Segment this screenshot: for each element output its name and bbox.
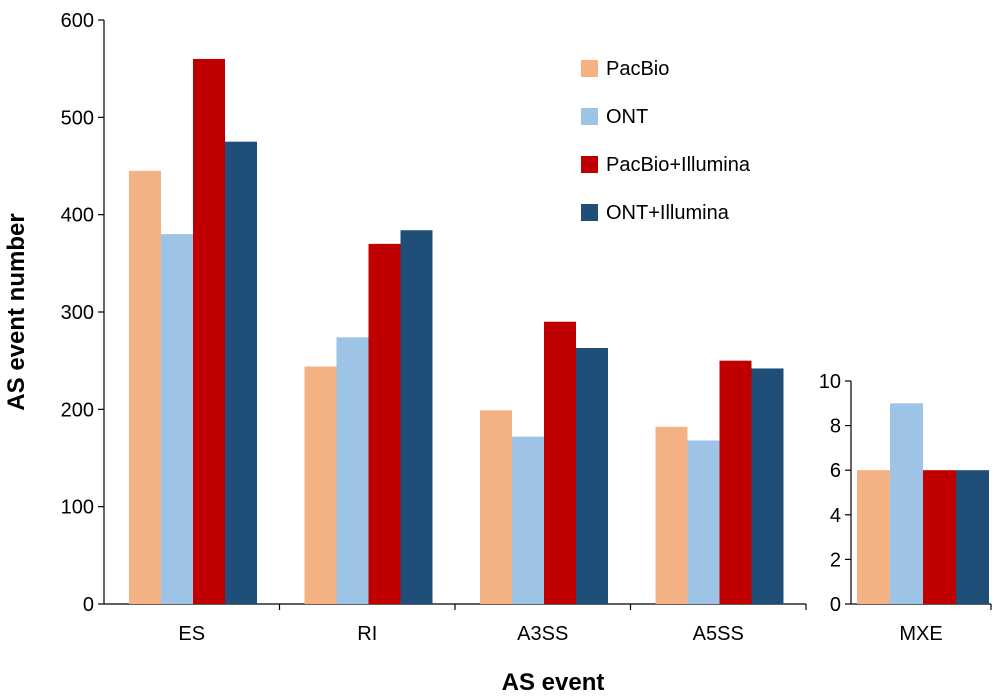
legend-swatch: [581, 108, 598, 125]
y-tick-label: 4: [830, 505, 841, 527]
y-tick-label: 10: [819, 371, 841, 393]
y-tick-label: 0: [83, 594, 94, 616]
y-tick-label: 0: [830, 594, 841, 616]
bars: [129, 58, 784, 605]
bars: [857, 403, 989, 604]
bar-es-pacbio: [129, 170, 161, 604]
bar-ri-pacbio-illumina: [368, 243, 401, 604]
x-tick-label: RI: [357, 623, 377, 645]
axes: 0 2 4 6 8 10 MXE: [819, 371, 992, 645]
y-tick-label: 8: [830, 416, 841, 438]
y-axis-title: AS event number: [3, 213, 30, 410]
bar-a5ss-ont: [687, 440, 720, 604]
bar-a3ss-pacbio-illumina: [544, 321, 576, 604]
legend: PacBio ONT PacBio+Illumina ONT+Illumina: [581, 58, 751, 224]
bar-es-ont: [161, 234, 193, 604]
mxe-inset-plot: 0 2 4 6 8 10 MXE: [819, 371, 992, 645]
bar-mxe-pacbio-illumina: [923, 470, 956, 604]
y-tick-label: 600: [61, 10, 94, 32]
x-tick-label: ES: [178, 623, 205, 645]
legend-swatch: [581, 204, 598, 221]
y-tick-label: 6: [830, 460, 841, 482]
bar-mxe-pacbio: [857, 470, 890, 604]
y-tick-label: 300: [61, 302, 94, 324]
bar-a3ss-pacbio: [480, 410, 512, 604]
y-tick-label: 200: [61, 399, 94, 421]
bar-a3ss-ont: [512, 436, 544, 604]
x-tick-label: A5SS: [693, 623, 744, 645]
bar-es-ont-illumina: [225, 141, 257, 604]
bar-a5ss-pacbio-illumina: [719, 360, 752, 604]
bar-mxe-ont-illumina: [956, 470, 989, 604]
bar-ri-ont-illumina: [400, 230, 433, 605]
legend-label: PacBio: [606, 58, 669, 80]
bar-es-pacbio-illumina: [193, 58, 225, 604]
y-tick-label: 500: [61, 107, 94, 129]
bar-a3ss-ont-illumina: [576, 348, 608, 604]
legend-swatch: [581, 156, 598, 173]
main-plot: 0 100 200 300 400 500 600 ES RI A3SS A5SS: [61, 10, 807, 645]
bar-mxe-ont: [890, 403, 923, 604]
bar-ri-ont: [336, 337, 369, 604]
bar-a5ss-pacbio: [655, 426, 688, 604]
y-tick-label: 400: [61, 205, 94, 227]
legend-swatch: [581, 60, 598, 77]
legend-label: ONT+Illumina: [606, 202, 730, 224]
bar-a5ss-ont-illumina: [751, 368, 784, 604]
x-tick-label: A3SS: [517, 623, 568, 645]
x-tick-label: MXE: [899, 623, 942, 645]
legend-label: ONT: [606, 106, 648, 128]
y-tick-label: 100: [61, 497, 94, 519]
bar-ri-pacbio: [304, 366, 337, 604]
y-tick-label: 2: [830, 549, 841, 571]
legend-label: PacBio+Illumina: [606, 154, 751, 176]
axes: 0 100 200 300 400 500 600 ES RI A3SS A5SS: [61, 10, 807, 645]
x-axis-title: AS event: [502, 669, 605, 696]
